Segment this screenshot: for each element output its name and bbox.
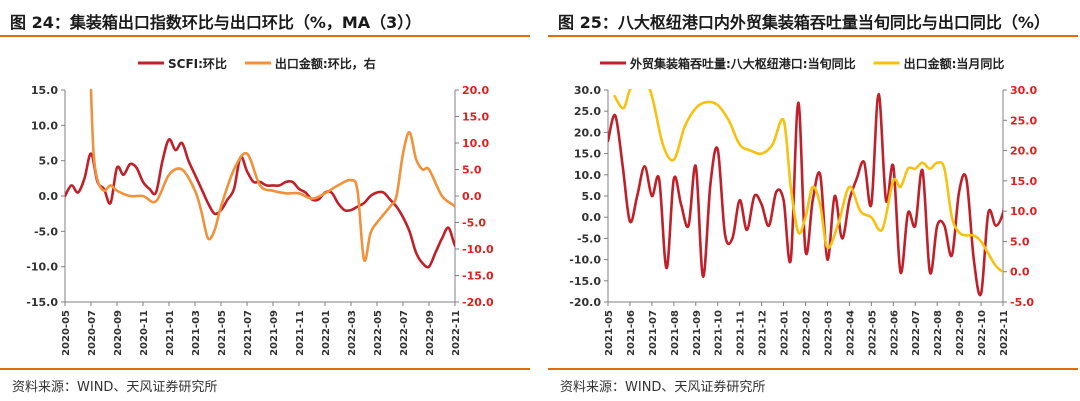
x-tick-label: 2022-11 <box>451 310 462 356</box>
title-divider <box>548 35 1078 37</box>
x-tick-label: 2022-07 <box>911 310 922 356</box>
x-tick-label: 2021-05 <box>217 310 228 356</box>
source-note: 资料来源：WIND、天风证券研究所 <box>560 380 766 395</box>
x-tick-label: 2022-05 <box>373 310 384 356</box>
chart-title-row: 图 24：集装箱出口指数环比与出口环比（%，MA（3）） <box>0 0 530 36</box>
right-y-tick-label: 5.0 <box>462 164 482 177</box>
x-tick-label: 2021-03 <box>191 310 202 356</box>
x-tick-label: 2020-09 <box>113 310 124 356</box>
right-y-tick-label: 0.0 <box>462 190 482 203</box>
x-tick-label: 2021-11 <box>736 310 747 356</box>
right-y-tick-label: -5.0 <box>462 217 486 230</box>
x-tick-label: 2021-09 <box>269 310 280 356</box>
series-line <box>65 138 455 269</box>
x-tick-label: 2022-01 <box>321 310 332 356</box>
left-y-tick-label: 15.0 <box>574 148 601 161</box>
series-line <box>608 92 1003 297</box>
left-y-tick-label: 20.0 <box>574 126 601 139</box>
x-tick-label: 2021-10 <box>714 310 725 356</box>
left-y-tick-label: 30.0 <box>574 84 601 97</box>
left-y-tick-label: 15.0 <box>31 84 58 97</box>
left-y-tick-label: -20.0 <box>569 296 601 309</box>
right-y-tick-label: 5.0 <box>1010 235 1030 248</box>
x-tick-label: 2021-11 <box>295 310 306 356</box>
chart-title: 图 24：集装箱出口指数环比与出口环比（%，MA（3）） <box>10 13 422 32</box>
x-tick-label: 2022-05 <box>867 310 878 356</box>
left-y-tick-label: -15.0 <box>26 296 58 309</box>
x-tick-label: 2020-11 <box>139 310 150 356</box>
right-y-tick-label: 30.0 <box>1010 84 1037 97</box>
x-tick-label: 2022-01 <box>780 310 791 356</box>
right-y-tick-label: 25.0 <box>1010 114 1037 127</box>
source-divider <box>0 368 530 370</box>
x-tick-label: 2022-06 <box>889 310 900 356</box>
right-y-tick-label: 10.0 <box>462 137 489 150</box>
series-group <box>608 89 1003 297</box>
right-y-tick-label: 15.0 <box>462 111 489 124</box>
legend-label: 出口金额:环比，右 <box>275 56 376 71</box>
x-tick-label: 2020-05 <box>61 310 72 356</box>
right-y-tick-label: 0.0 <box>1010 266 1030 279</box>
right-y-tick-label: 20.0 <box>462 84 489 97</box>
right-y-tick-label: 20.0 <box>1010 145 1037 158</box>
x-tick-label: 2021-07 <box>648 310 659 356</box>
x-tick-label: 2021-06 <box>626 310 637 356</box>
x-tick-label: 2021-01 <box>165 310 176 356</box>
legend-label: SCFI:环比 <box>168 56 227 71</box>
right-y-tick-label: -10.0 <box>462 243 494 256</box>
x-tick-label: 2021-05 <box>604 310 615 356</box>
x-tick-label: 2021-07 <box>243 310 254 356</box>
x-tick-label: 2022-02 <box>802 310 813 356</box>
left-y-tick-label: 0.0 <box>582 211 602 224</box>
left-y-tick-label: 10.0 <box>574 169 601 182</box>
left-y-tick-label: -10.0 <box>569 254 601 267</box>
series-line <box>613 89 1003 274</box>
x-tick-label: 2022-11 <box>999 310 1010 356</box>
legend-label: 出口金额:当月同比 <box>904 56 1005 71</box>
x-tick-label: 2022-09 <box>955 310 966 356</box>
x-tick-label: 2022-08 <box>933 310 944 356</box>
left-y-tick-label: -5.0 <box>34 225 58 238</box>
left-y-tick-label: -15.0 <box>569 275 601 288</box>
x-tick-label: 2022-03 <box>347 310 358 356</box>
chart-panel-left: 图 24：集装箱出口指数环比与出口环比（%，MA（3）） 15.0 10.0 5.0… <box>0 0 530 401</box>
x-tick-label: 2021-12 <box>758 310 769 356</box>
x-tick-label: 2022-04 <box>845 310 856 356</box>
x-tick-label: 2021-09 <box>692 310 703 356</box>
x-tick-label: 2022-07 <box>399 310 410 356</box>
left-y-tick-label: 0.0 <box>39 190 59 203</box>
chart-title: 图 25：八大枢纽港口内外贸集装箱吞吐量当旬同比与出口同比（%） <box>558 13 1050 32</box>
left-y-tick-label: -5.0 <box>577 232 601 245</box>
right-y-tick-label: -20.0 <box>462 296 494 309</box>
series-group <box>65 89 455 269</box>
series-line <box>89 89 455 263</box>
chart-title-row: 图 25：八大枢纽港口内外贸集装箱吞吐量当旬同比与出口同比（%） <box>548 0 1078 36</box>
right-y-tick-label: -15.0 <box>462 270 494 283</box>
right-y-tick-label: 10.0 <box>1010 205 1037 218</box>
x-tick-label: 2021-08 <box>670 310 681 356</box>
port-throughput-export-chart: 30.0 25.0 20.0 15.0 10.0 5.0 0.0 -5.0 -10.0 -15.0… <box>569 56 1037 356</box>
left-y-tick-label: -10.0 <box>26 261 58 274</box>
x-tick-label: 2022-10 <box>977 310 988 356</box>
chart-panel-right: 图 25：八大枢纽港口内外贸集装箱吞吐量当旬同比与出口同比（%） 30.0 25.… <box>548 0 1078 401</box>
right-y-tick-label: -5.0 <box>1010 296 1034 309</box>
x-tick-label: 2022-09 <box>425 310 436 356</box>
title-divider <box>0 35 530 37</box>
left-y-tick-label: 25.0 <box>574 105 601 118</box>
left-y-tick-label: 10.0 <box>31 119 58 132</box>
scfi-export-chart: 15.0 10.0 5.0 0.0 -5.0 -10.0 -15.0 20.0 15.0 10.0… <box>26 56 494 356</box>
x-tick-label: 2020-07 <box>87 310 98 356</box>
source-note: 资料来源：WIND、天风证券研究所 <box>12 380 218 395</box>
right-y-tick-label: 15.0 <box>1010 175 1037 188</box>
left-y-tick-label: 5.0 <box>582 190 602 203</box>
x-tick-label: 2022-03 <box>823 310 834 356</box>
source-divider <box>548 368 1078 370</box>
left-y-tick-label: 5.0 <box>39 155 59 168</box>
legend-label: 外贸集装箱吞吐量:八大枢纽港口:当旬同比 <box>630 56 856 71</box>
